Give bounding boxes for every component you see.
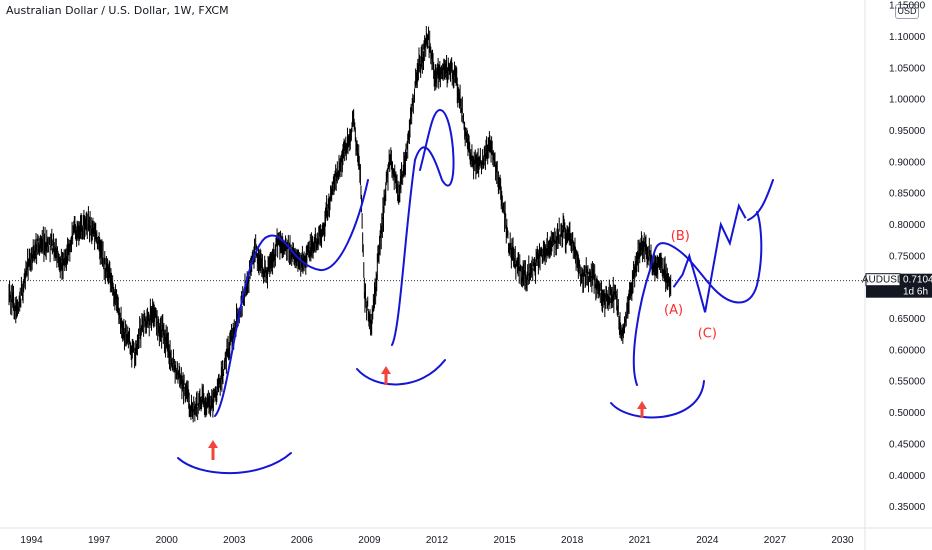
- annotation-curve: [610, 380, 705, 419]
- wave-label: (B): [671, 229, 690, 244]
- annotation-curve: [356, 359, 446, 386]
- up-arrow-icon: [637, 401, 647, 418]
- y-tick-label: 0.65000: [889, 314, 926, 325]
- y-tick-label: 0.40000: [889, 471, 926, 482]
- y-tick-label: 1.10000: [889, 32, 926, 43]
- annotation-curve: [391, 108, 455, 346]
- arrow-head: [637, 401, 647, 409]
- y-tick-label: 0.80000: [889, 220, 926, 231]
- annotation-layer: (A) (B) (C): [177, 108, 774, 475]
- price-tag-value: 0.71040: [903, 275, 932, 286]
- x-tick-label: 2009: [358, 535, 381, 546]
- x-tick-label: 2018: [561, 535, 584, 546]
- annotation-curve: [632, 211, 763, 386]
- x-tick-label: 1997: [88, 535, 111, 546]
- x-tick-label: 2024: [696, 535, 719, 546]
- y-tick-label: 0.75000: [889, 251, 926, 262]
- x-tick-label: 2000: [156, 535, 179, 546]
- up-arrow-icon: [381, 366, 391, 385]
- arrow-head: [381, 366, 391, 374]
- symbol-tag-label: AUDUSD: [862, 275, 904, 286]
- y-tick-label: 0.90000: [889, 157, 926, 168]
- wave-label: (A): [664, 303, 683, 318]
- x-tick-label: 1994: [20, 535, 43, 546]
- y-tick-label: 1.15000: [889, 1, 926, 12]
- y-tick-label: 0.85000: [889, 189, 926, 200]
- x-tick-label: 2006: [291, 535, 314, 546]
- y-tick-label: 0.50000: [889, 408, 926, 419]
- arrow-head: [208, 440, 218, 448]
- x-tick-label: 2012: [426, 535, 449, 546]
- x-tick-label: 2021: [629, 535, 652, 546]
- chart-title: Australian Dollar / U.S. Dollar, 1W, FXC…: [6, 4, 229, 17]
- y-tick-label: 1.05000: [889, 63, 926, 74]
- symbol-tag-bg: [865, 273, 901, 287]
- currency-badge[interactable]: USD: [895, 4, 919, 19]
- y-tick-label: 0.45000: [889, 439, 926, 450]
- countdown-label: 1d 6h: [903, 287, 928, 298]
- annotation-curve: [747, 179, 774, 221]
- x-tick-label: 2027: [764, 535, 787, 546]
- up-arrow-icon: [208, 440, 218, 460]
- wave-label: (C): [698, 326, 717, 341]
- y-tick-label: 1.00000: [889, 95, 926, 106]
- annotation-curve: [177, 452, 292, 475]
- y-tick-label: 0.55000: [889, 377, 926, 388]
- y-tick-label: 0.35000: [889, 502, 926, 513]
- x-tick-label: 2003: [223, 535, 246, 546]
- annotation-curve: [214, 179, 369, 417]
- x-tick-label: 2030: [831, 535, 854, 546]
- projection-zigzag: [672, 202, 747, 313]
- y-tick-label: 0.95000: [889, 126, 926, 137]
- price-bars: [8, 26, 672, 423]
- x-tick-label: 2015: [493, 535, 516, 546]
- y-tick-label: 0.60000: [889, 345, 926, 356]
